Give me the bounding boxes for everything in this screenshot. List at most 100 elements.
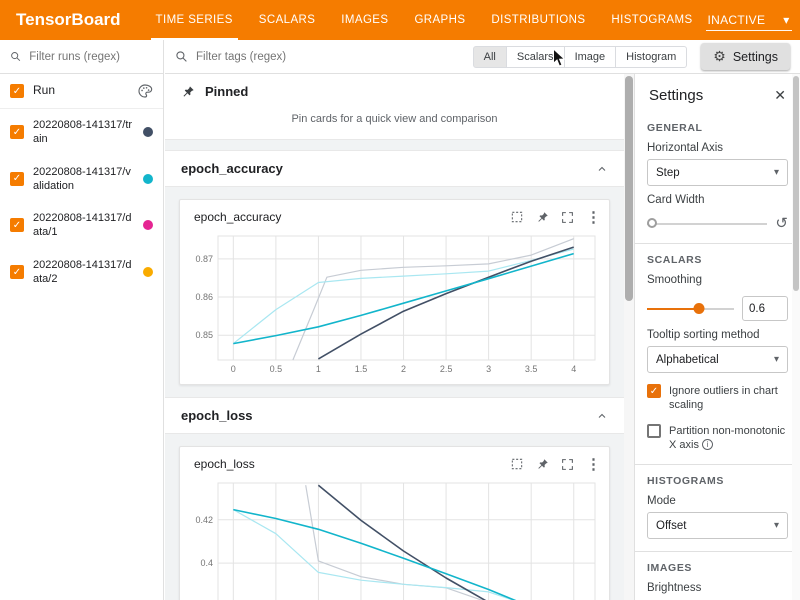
run-label: 20220808-141317/data/1 (33, 212, 132, 239)
section-epoch-loss[interactable]: epoch_loss (165, 397, 624, 434)
run-label: 20220808-141317/data/2 (33, 258, 132, 286)
tab-images[interactable]: IMAGES (341, 14, 389, 26)
runs-filter-input[interactable] (29, 50, 153, 63)
chart-card-epoch-accuracy: epoch_accuracy ⋮ 0 0.5 1 1.5 2 2.5 3 3.5 4 0.85 0.… (179, 199, 610, 385)
tags-filter-input[interactable] (196, 50, 346, 63)
epoch-accuracy-chart[interactable]: 0 0.5 1 1.5 2 2.5 3 3.5 4 0.85 0.86 0.87 (184, 228, 607, 378)
settings-button-label: Settings (732, 49, 778, 64)
chevron-up-icon[interactable] (596, 410, 608, 422)
pinned-title: Pinned (205, 84, 249, 99)
section-title: epoch_accuracy (181, 161, 283, 176)
run-row-data-1[interactable]: ✓ 20220808-141317/data/1 (0, 202, 163, 249)
horizontal-axis-select[interactable]: Step ▾ (647, 159, 788, 186)
run-label: 20220808-141317/validation (33, 165, 131, 192)
filter-chip-scalars[interactable]: Scalars (505, 45, 565, 68)
brightness-label: Brightness (647, 582, 702, 595)
partition-x-axis-checkbox[interactable] (647, 423, 661, 438)
main-nav: TIME SERIES SCALARS IMAGES GRAPHS DISTRI… (143, 0, 706, 40)
tooltip-sorting-select[interactable]: Alphabetical ▾ (647, 346, 788, 373)
section-epoch-accuracy[interactable]: epoch_accuracy (165, 150, 624, 187)
filter-chip-image[interactable]: Image (563, 45, 617, 68)
svg-text:0.87: 0.87 (195, 254, 213, 264)
images-heading: IMAGES (647, 562, 693, 575)
pin-card-icon[interactable] (536, 211, 549, 224)
tab-time-series[interactable]: TIME SERIES (143, 0, 246, 40)
histogram-mode-select[interactable]: Offset ▾ (647, 512, 788, 540)
status-value: INACTIVE (707, 12, 766, 27)
run-color-dot (143, 127, 153, 138)
fullscreen-icon[interactable] (561, 458, 574, 471)
run-checkbox[interactable]: ✓ (10, 125, 24, 140)
smoothing-slider-thumb[interactable] (693, 303, 705, 314)
tab-distributions[interactable]: DISTRIBUTIONS (491, 14, 586, 26)
main-scrollbar-thumb[interactable] (625, 76, 633, 301)
runs-filter (0, 40, 163, 74)
horizontal-axis-label: Horizontal Axis (647, 142, 724, 154)
settings-scrollbar[interactable] (792, 74, 800, 600)
fit-domain-icon[interactable] (510, 210, 524, 224)
run-checkbox[interactable]: ✓ (10, 218, 24, 233)
ignore-outliers-row[interactable]: ✓ Ignore outliers in chart scaling (647, 384, 788, 413)
tab-histograms[interactable]: HISTOGRAMS (611, 14, 693, 26)
smoothing-label: Smoothing (647, 274, 702, 286)
fit-domain-icon[interactable] (510, 457, 524, 471)
chart-card-epoch-loss: epoch_loss ⋮ 00.511.522.533.540.360.380.… (179, 446, 610, 600)
settings-scrollbar-thumb[interactable] (793, 76, 799, 291)
svg-text:3: 3 (486, 364, 491, 374)
chart-title: epoch_accuracy (194, 210, 282, 224)
check-icon: ✓ (12, 219, 22, 231)
more-options-icon[interactable]: ⋮ (586, 456, 601, 473)
tab-graphs[interactable]: GRAPHS (414, 14, 466, 26)
pin-card-icon[interactable] (536, 458, 549, 471)
run-color-dot (143, 267, 153, 278)
app-header: TensorBoard TIME SERIES SCALARS IMAGES G… (0, 0, 800, 40)
horizontal-axis-value: Step (656, 166, 680, 179)
partition-x-axis-row[interactable]: Partition non-monotonic X axis i (647, 423, 788, 453)
caret-down-icon: ▾ (773, 354, 779, 365)
svg-text:2.5: 2.5 (440, 364, 453, 374)
settings-panel: Settings ✕ GENERAL Horizontal Axis Step … (634, 74, 800, 600)
close-icon[interactable]: ✕ (774, 87, 786, 103)
card-width-slider-thumb[interactable] (647, 218, 657, 228)
smoothing-slider[interactable] (647, 302, 734, 315)
run-row-train[interactable]: ✓ 20220808-141317/train (0, 109, 163, 156)
filter-chip-all[interactable]: All (472, 45, 507, 68)
run-row-validation[interactable]: ✓ 20220808-141317/validation (0, 156, 163, 203)
ignore-outliers-checkbox[interactable]: ✓ (647, 384, 661, 398)
run-row-data-2[interactable]: ✓ 20220808-141317/data/2 (0, 249, 163, 296)
section-title: epoch_loss (181, 408, 253, 423)
svg-text:1: 1 (316, 364, 321, 374)
run-checkbox[interactable]: ✓ (10, 171, 24, 186)
check-icon: ✓ (649, 385, 659, 397)
svg-text:0.86: 0.86 (195, 292, 213, 302)
header-actions: INACTIVE ▾ ◐ ↻ ⚙ ? (705, 10, 800, 31)
reload-status-dropdown[interactable]: INACTIVE ▾ (705, 10, 792, 31)
pin-icon (183, 85, 194, 97)
svg-text:1.5: 1.5 (355, 364, 368, 374)
tab-scalars[interactable]: SCALARS (258, 14, 316, 26)
chevron-up-icon[interactable] (596, 163, 608, 175)
reset-icon[interactable]: ↺ (775, 215, 788, 232)
epoch-loss-chart[interactable]: 00.511.522.533.540.360.380.40.42 (184, 475, 607, 600)
settings-panel-title: Settings (649, 87, 704, 104)
smoothing-value-input[interactable] (742, 296, 788, 321)
more-options-icon[interactable]: ⋮ (586, 209, 601, 226)
svg-text:0.4: 0.4 (200, 558, 213, 568)
main-scrollbar[interactable] (624, 74, 634, 600)
palette-icon (138, 84, 153, 98)
filter-chip-histogram[interactable]: Histogram (615, 45, 688, 68)
run-checkbox[interactable]: ✓ (10, 265, 24, 280)
svg-text:0.42: 0.42 (195, 515, 213, 525)
fullscreen-icon[interactable] (561, 211, 574, 224)
check-icon: ✓ (12, 266, 22, 278)
general-heading: GENERAL (647, 122, 703, 134)
tags-toolbar: All Scalars Image Histogram ⚙ Settings (165, 40, 800, 74)
card-width-slider[interactable] (647, 217, 768, 230)
runs-column-header: Run (33, 83, 56, 98)
run-color-dot (143, 173, 153, 184)
scalars-heading: SCALARS (647, 254, 702, 266)
check-icon: ✓ (12, 85, 22, 97)
select-all-runs-checkbox[interactable]: ✓ (10, 84, 24, 98)
settings-button[interactable]: ⚙ Settings (701, 43, 790, 70)
svg-text:0.85: 0.85 (195, 330, 213, 340)
